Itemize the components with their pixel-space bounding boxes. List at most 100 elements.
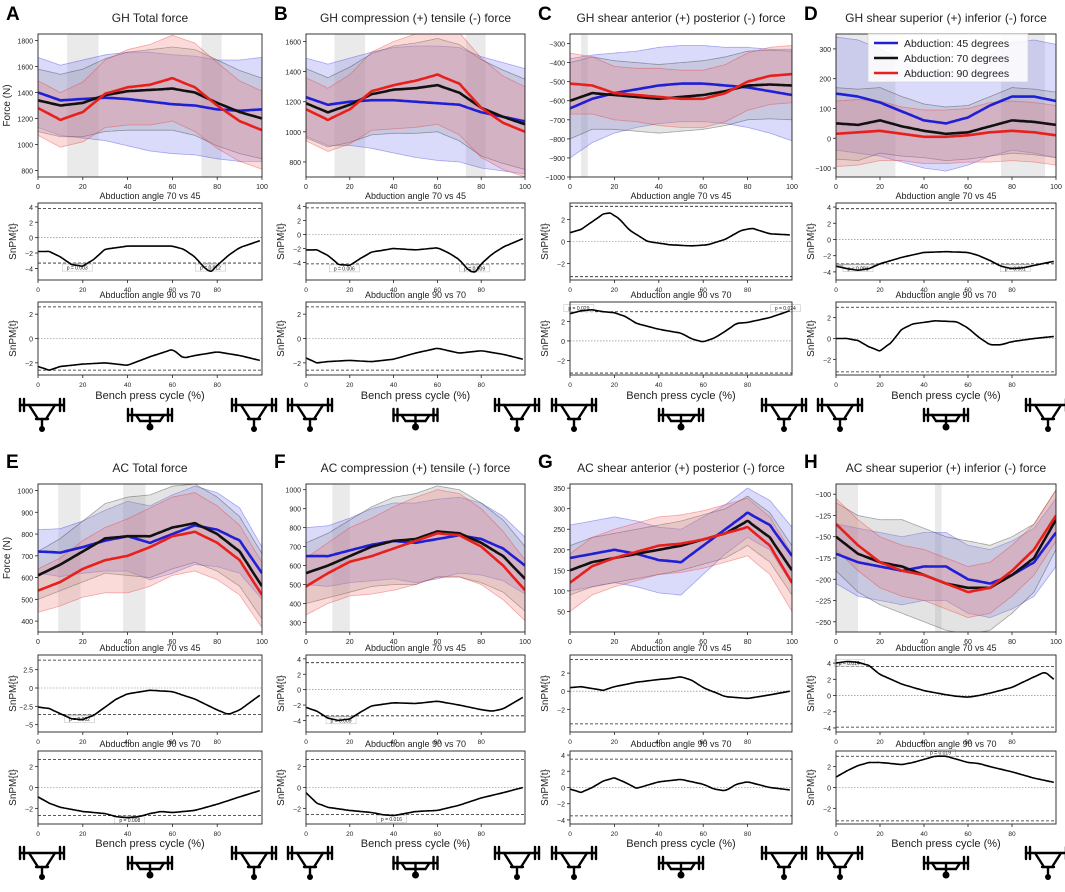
y-tick-label: 4 bbox=[827, 661, 831, 668]
y-tick-label: 200 bbox=[553, 548, 565, 555]
x-tick-label: 80 bbox=[214, 287, 222, 294]
y-tick-label: 4 bbox=[561, 753, 565, 760]
snpm-curve bbox=[38, 239, 261, 272]
snpm-title: Abduction angle 90 vs 70 bbox=[895, 739, 996, 749]
x-tick-label: 80 bbox=[1008, 184, 1016, 191]
x-tick-label: 80 bbox=[213, 639, 221, 646]
arm bbox=[689, 413, 697, 423]
x-tick-label: 40 bbox=[920, 184, 928, 191]
significance-shade bbox=[581, 34, 588, 177]
arm bbox=[295, 851, 308, 869]
x-tick-label: 20 bbox=[876, 639, 884, 646]
x-tick-label: 100 bbox=[1050, 639, 1062, 646]
barbell-extended-icon bbox=[550, 397, 598, 432]
snpm-y-label: SnPM{t} bbox=[8, 223, 19, 260]
x-tick-label: 20 bbox=[876, 739, 884, 746]
y-tick-label: 2 bbox=[297, 672, 301, 679]
x-tick-label: 80 bbox=[744, 184, 752, 191]
y-tick-label: −2 bbox=[557, 358, 565, 365]
x-tick-label: 60 bbox=[434, 382, 442, 389]
y-tick-label: 0 bbox=[29, 236, 33, 243]
cycle-footer: Bench press cycle (%) bbox=[550, 838, 808, 880]
significance-shade bbox=[67, 34, 99, 177]
series-line bbox=[38, 524, 262, 574]
head bbox=[514, 874, 520, 880]
p-value-label: p = 0.001 bbox=[1005, 266, 1026, 272]
x-tick-label: 40 bbox=[390, 287, 398, 294]
x-tick-label: 20 bbox=[611, 639, 619, 646]
arm bbox=[842, 403, 855, 421]
snpm-curve bbox=[569, 777, 790, 794]
y-tick-label: 2 bbox=[297, 219, 301, 226]
head bbox=[942, 423, 950, 431]
x-tick-label: 0 bbox=[568, 287, 572, 294]
y-tick-label: −4 bbox=[823, 270, 831, 277]
y-tick-label: 0 bbox=[297, 688, 301, 695]
panel-letter: G bbox=[538, 452, 553, 473]
x-tick-label: 60 bbox=[699, 184, 707, 191]
head bbox=[146, 871, 154, 879]
cycle-footer: Bench press cycle (%) bbox=[550, 390, 808, 432]
p-value-label: p = 0.008 bbox=[119, 818, 140, 824]
x-tick-label: 20 bbox=[79, 184, 87, 191]
x-tick-label: 60 bbox=[169, 739, 177, 746]
sd-band bbox=[836, 497, 1056, 618]
y-tick-label: 2 bbox=[561, 218, 565, 225]
barbell-extended-icon bbox=[230, 397, 278, 432]
barbell-extended-icon bbox=[286, 845, 334, 880]
x-tick-label: 80 bbox=[478, 382, 486, 389]
x-tick-label: 80 bbox=[478, 831, 486, 838]
arm bbox=[665, 861, 673, 871]
y-tick-label: 0 bbox=[561, 339, 565, 346]
snpm-curve bbox=[305, 786, 524, 817]
snpm-panel-a-1: Abduction angle 70 vs 45 p = 0.003 p = 0.0… bbox=[8, 191, 263, 294]
y-tick-label: 2 bbox=[827, 677, 831, 684]
significance-shade bbox=[123, 484, 146, 632]
panel-letter: C bbox=[538, 4, 552, 25]
plot-area bbox=[570, 34, 792, 177]
x-tick-label: 20 bbox=[876, 382, 884, 389]
x-tick-label: 40 bbox=[920, 287, 928, 294]
barbell-extended-icon bbox=[1024, 845, 1065, 880]
barbell-extended-icon bbox=[286, 397, 334, 432]
snpm-title: Abduction angle 90 vs 70 bbox=[630, 739, 731, 749]
y-tick-label: 1000 bbox=[285, 488, 301, 495]
x-tick-label: 80 bbox=[744, 639, 752, 646]
snpm-curve bbox=[835, 250, 1054, 272]
head bbox=[781, 874, 787, 880]
y-tick-label: 2 bbox=[297, 312, 301, 319]
x-tick-label: 20 bbox=[876, 184, 884, 191]
x-tick-label: 60 bbox=[700, 739, 708, 746]
arm bbox=[786, 403, 799, 421]
snpm-panel-b-1: Abduction angle 70 vs 45 p = 0.006 p = 0.0… bbox=[276, 191, 526, 294]
snpm-y-label: SnPM{t} bbox=[540, 675, 551, 712]
barbell-chest-icon bbox=[126, 855, 174, 879]
snpm-curve bbox=[306, 237, 524, 273]
barbell-extended-icon bbox=[550, 845, 598, 880]
y-tick-label: −2 bbox=[823, 357, 831, 364]
arm bbox=[256, 851, 269, 869]
p-value-label: p = 0.024 bbox=[775, 306, 796, 312]
legend: Abduction: 45 degrees Abduction: 70 degre… bbox=[867, 33, 1029, 83]
snpm-y-label: SnPM{t} bbox=[806, 769, 817, 806]
panel-letter: B bbox=[274, 4, 288, 25]
x-tick-label: 40 bbox=[124, 831, 132, 838]
snpm-title: Abduction angle 70 vs 45 bbox=[365, 191, 466, 201]
panel-title: AC compression (+) tensile (-) force bbox=[321, 461, 511, 475]
x-tick-label: 0 bbox=[36, 184, 40, 191]
head bbox=[837, 874, 843, 880]
x-tick-label: 20 bbox=[611, 184, 619, 191]
sd-band bbox=[38, 484, 262, 620]
y-tick-label: −175 bbox=[815, 556, 831, 563]
snpm-title: Abduction angle 90 vs 70 bbox=[365, 290, 466, 300]
snpm-title: Abduction angle 70 vs 45 bbox=[630, 643, 731, 653]
snpm-curve bbox=[836, 320, 1054, 352]
x-tick-label: 80 bbox=[1008, 287, 1016, 294]
sd-band bbox=[570, 44, 792, 128]
y-tick-label: 0 bbox=[827, 237, 831, 244]
x-tick-label: 0 bbox=[304, 739, 308, 746]
panel-c: C GH shear anterior (+) posterior (-) for… bbox=[538, 4, 798, 191]
y-tick-label: 2 bbox=[827, 221, 831, 228]
arm bbox=[400, 861, 407, 871]
y-tick-label: −2 bbox=[823, 806, 831, 813]
